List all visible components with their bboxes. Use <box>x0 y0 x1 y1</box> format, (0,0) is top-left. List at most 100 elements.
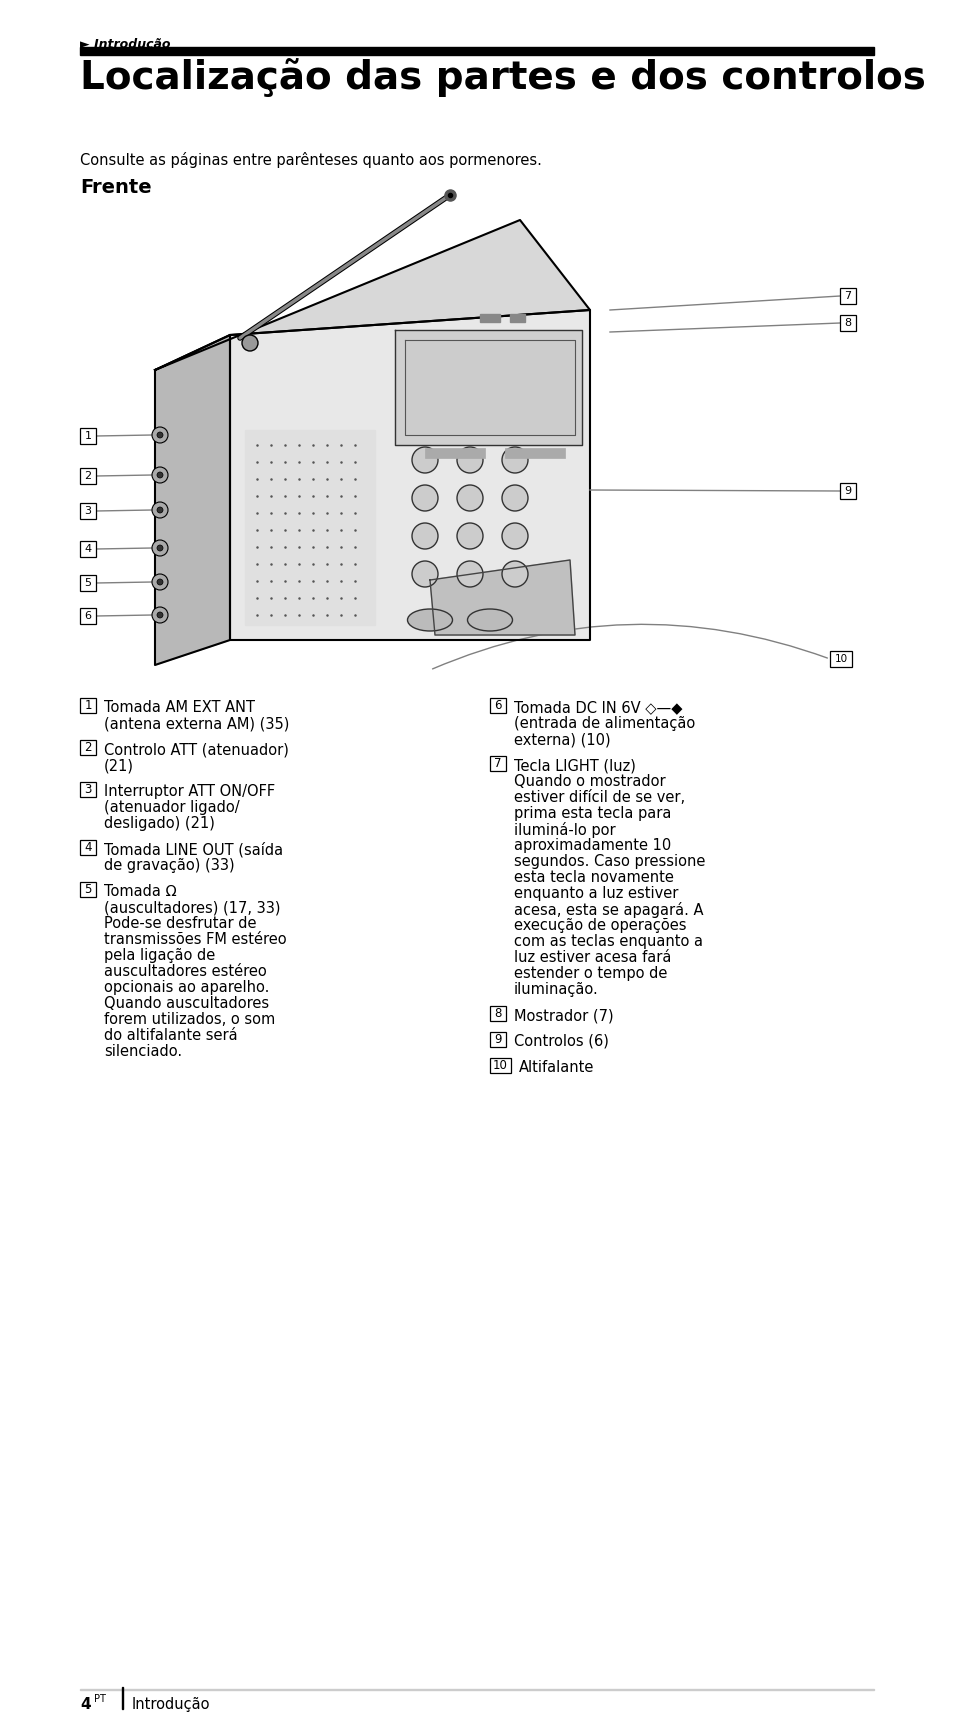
Bar <box>80 782 96 797</box>
Text: Frente: Frente <box>80 178 152 197</box>
Circle shape <box>456 522 482 550</box>
Text: 7: 7 <box>843 290 851 301</box>
Text: Tomada DC IN 6V ◇—◆: Tomada DC IN 6V ◇—◆ <box>514 700 681 716</box>
Text: Controlo ATT (atenuador): Controlo ATT (atenuador) <box>104 742 289 757</box>
Text: acesa, esta se apagará. A: acesa, esta se apagará. A <box>514 903 702 918</box>
Text: Interruptor ATT ON/OFF: Interruptor ATT ON/OFF <box>104 783 274 799</box>
Circle shape <box>412 522 437 550</box>
Bar <box>840 482 855 500</box>
Text: silenciado.: silenciado. <box>104 1044 182 1058</box>
Circle shape <box>456 486 482 512</box>
Text: luz estiver acesa fará: luz estiver acesa fará <box>514 949 671 965</box>
Circle shape <box>501 448 527 474</box>
Text: 10: 10 <box>493 1058 507 1072</box>
Circle shape <box>152 427 168 443</box>
Text: 4: 4 <box>80 1696 91 1712</box>
Circle shape <box>152 539 168 557</box>
Text: pela ligação de: pela ligação de <box>104 947 215 963</box>
Circle shape <box>412 448 437 474</box>
Circle shape <box>242 335 257 351</box>
Bar <box>490 1006 505 1022</box>
Circle shape <box>456 448 482 474</box>
Text: (atenuador ligado/: (atenuador ligado/ <box>104 801 239 814</box>
Bar <box>479 315 499 322</box>
Text: estiver difícil de se ver,: estiver difícil de se ver, <box>514 790 684 806</box>
Text: (antena externa AM) (35): (antena externa AM) (35) <box>104 716 289 731</box>
Bar <box>80 47 873 55</box>
Text: 5: 5 <box>85 577 91 588</box>
Circle shape <box>152 467 168 482</box>
Text: Tomada Ω: Tomada Ω <box>104 884 176 899</box>
Bar <box>80 576 96 591</box>
Text: Controlos (6): Controlos (6) <box>514 1034 608 1050</box>
Circle shape <box>152 501 168 519</box>
Text: opcionais ao aparelho.: opcionais ao aparelho. <box>104 980 269 994</box>
Text: iluminação.: iluminação. <box>514 982 598 998</box>
Circle shape <box>152 574 168 590</box>
Bar <box>840 315 855 330</box>
Text: Altifalante: Altifalante <box>518 1060 594 1075</box>
Text: 1: 1 <box>84 699 91 712</box>
Polygon shape <box>230 309 589 640</box>
Text: Tomada AM EXT ANT: Tomada AM EXT ANT <box>104 700 254 716</box>
Text: estender o tempo de: estender o tempo de <box>514 967 667 980</box>
Circle shape <box>157 472 163 477</box>
Text: 10: 10 <box>834 654 846 664</box>
Text: enquanto a luz estiver: enquanto a luz estiver <box>514 885 678 901</box>
Text: do altifalante será: do altifalante será <box>104 1029 237 1043</box>
Bar <box>504 448 564 458</box>
Polygon shape <box>154 220 589 370</box>
Polygon shape <box>245 431 375 624</box>
Circle shape <box>157 579 163 584</box>
Bar <box>80 882 96 897</box>
Text: com as teclas enquanto a: com as teclas enquanto a <box>514 934 702 949</box>
Circle shape <box>501 486 527 512</box>
Ellipse shape <box>467 609 512 631</box>
Polygon shape <box>154 335 230 666</box>
Text: Consulte as páginas entre parênteses quanto aos pormenores.: Consulte as páginas entre parênteses qua… <box>80 152 541 168</box>
Text: Pode-se desfrutar de: Pode-se desfrutar de <box>104 916 256 930</box>
Bar <box>490 1032 505 1048</box>
Bar <box>80 429 96 444</box>
Circle shape <box>157 507 163 514</box>
Text: 6: 6 <box>494 699 501 712</box>
Text: Localização das partes e dos controlos: Localização das partes e dos controlos <box>80 59 925 97</box>
Polygon shape <box>405 341 575 436</box>
Polygon shape <box>395 330 581 444</box>
Bar <box>490 1058 511 1074</box>
Polygon shape <box>430 560 575 635</box>
Text: 7: 7 <box>494 757 501 769</box>
Text: 3: 3 <box>84 783 91 795</box>
Bar <box>80 541 96 557</box>
Text: (entrada de alimentação: (entrada de alimentação <box>514 716 695 731</box>
Bar <box>80 699 96 712</box>
Text: 3: 3 <box>85 507 91 515</box>
Text: iluminá-lo por: iluminá-lo por <box>514 821 615 839</box>
Text: Mostrador (7): Mostrador (7) <box>514 1008 613 1024</box>
Text: auscultadores estéreo: auscultadores estéreo <box>104 965 267 979</box>
Text: aproximadamente 10: aproximadamente 10 <box>514 839 671 852</box>
Text: Introdução: Introdução <box>132 1696 211 1712</box>
Text: 8: 8 <box>494 1006 501 1020</box>
Text: Quando auscultadores: Quando auscultadores <box>104 996 269 1011</box>
Circle shape <box>501 522 527 550</box>
Circle shape <box>157 432 163 437</box>
Bar <box>840 289 855 304</box>
Text: de gravação) (33): de gravação) (33) <box>104 858 234 873</box>
Circle shape <box>157 612 163 617</box>
Bar <box>829 652 851 667</box>
Circle shape <box>157 545 163 552</box>
Bar <box>122 1688 123 1708</box>
Text: ► Introdução: ► Introdução <box>80 38 171 50</box>
Text: (21): (21) <box>104 757 133 773</box>
Bar <box>510 315 524 322</box>
Text: desligado) (21): desligado) (21) <box>104 816 214 832</box>
Circle shape <box>152 607 168 622</box>
Text: 2: 2 <box>85 470 91 481</box>
Bar <box>80 740 96 756</box>
Text: externa) (10): externa) (10) <box>514 731 610 747</box>
Bar <box>490 756 505 771</box>
Text: esta tecla novamente: esta tecla novamente <box>514 870 673 885</box>
Text: 9: 9 <box>843 486 851 496</box>
Text: 9: 9 <box>494 1032 501 1046</box>
